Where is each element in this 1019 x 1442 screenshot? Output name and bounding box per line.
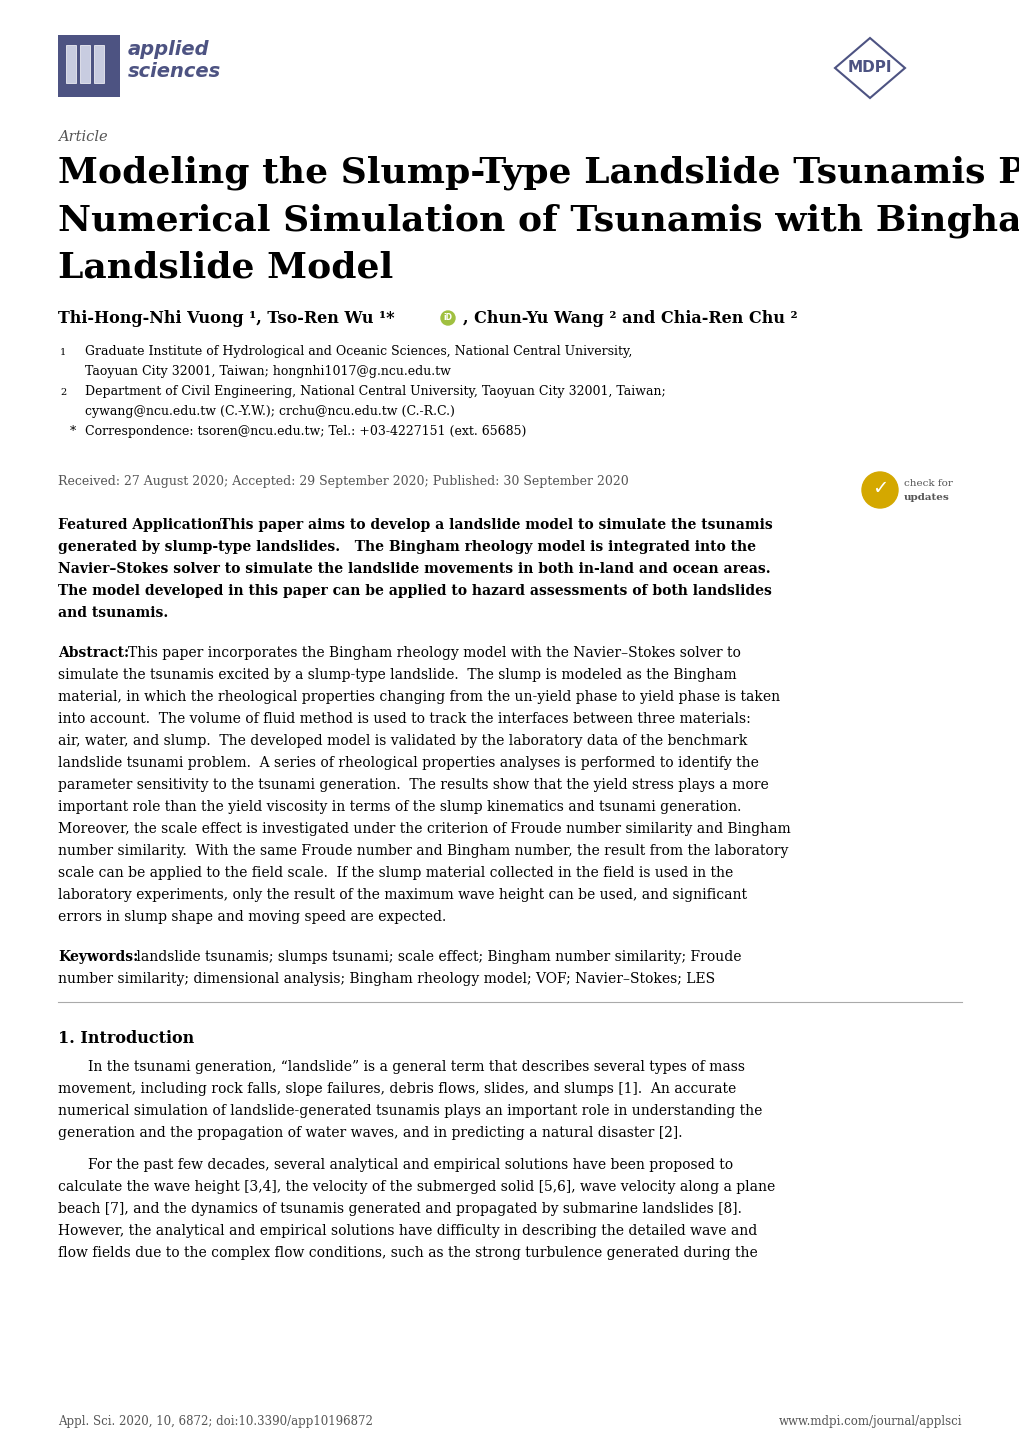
Text: check for: check for	[903, 480, 952, 489]
Text: Featured Application:: Featured Application:	[58, 518, 226, 532]
Text: Moreover, the scale effect is investigated under the criterion of Froude number : Moreover, the scale effect is investigat…	[58, 822, 790, 836]
Text: The model developed in this paper can be applied to hazard assessments of both l: The model developed in this paper can be…	[58, 584, 771, 598]
Text: Appl. Sci. 2020, 10, 6872; doi:10.3390/app10196872: Appl. Sci. 2020, 10, 6872; doi:10.3390/a…	[58, 1415, 373, 1428]
Text: cywang@ncu.edu.tw (C.-Y.W.); crchu@ncu.edu.tw (C.-R.C.): cywang@ncu.edu.tw (C.-Y.W.); crchu@ncu.e…	[85, 405, 454, 418]
Text: simulate the tsunamis excited by a slump-type landslide.  The slump is modeled a: simulate the tsunamis excited by a slump…	[58, 668, 736, 682]
Text: landslide tsunamis; slumps tsunami; scale effect; Bingham number similarity; Fro: landslide tsunamis; slumps tsunami; scal…	[131, 950, 741, 965]
Text: numerical simulation of landslide-generated tsunamis plays an important role in : numerical simulation of landslide-genera…	[58, 1105, 761, 1118]
Text: iD: iD	[443, 313, 452, 323]
Circle shape	[861, 472, 897, 508]
Text: *: *	[70, 425, 76, 438]
Text: errors in slump shape and moving speed are expected.: errors in slump shape and moving speed a…	[58, 910, 446, 924]
FancyBboxPatch shape	[66, 45, 76, 84]
Text: flow fields due to the complex flow conditions, such as the strong turbulence ge: flow fields due to the complex flow cond…	[58, 1246, 757, 1260]
Text: important role than the yield viscosity in terms of the slump kinematics and tsu: important role than the yield viscosity …	[58, 800, 741, 813]
Text: For the past few decades, several analytical and empirical solutions have been p: For the past few decades, several analyt…	[88, 1158, 733, 1172]
Text: generation and the propagation of water waves, and in predicting a natural disas: generation and the propagation of water …	[58, 1126, 682, 1141]
Text: beach [7], and the dynamics of tsunamis generated and propagated by submarine la: beach [7], and the dynamics of tsunamis …	[58, 1203, 741, 1216]
Text: Department of Civil Engineering, National Central University, Taoyuan City 32001: Department of Civil Engineering, Nationa…	[85, 385, 665, 398]
Text: number similarity; dimensional analysis; Bingham rheology model; VOF; Navier–Sto: number similarity; dimensional analysis;…	[58, 972, 714, 986]
Text: parameter sensitivity to the tsunami generation.  The results show that the yiel: parameter sensitivity to the tsunami gen…	[58, 779, 768, 792]
Text: 2: 2	[60, 388, 66, 397]
Text: laboratory experiments, only the result of the maximum wave height can be used, : laboratory experiments, only the result …	[58, 888, 746, 903]
Text: generated by slump-type landslides.   The Bingham rheology model is integrated i: generated by slump-type landslides. The …	[58, 539, 755, 554]
Text: calculate the wave height [3,4], the velocity of the submerged solid [5,6], wave: calculate the wave height [3,4], the vel…	[58, 1180, 774, 1194]
FancyBboxPatch shape	[94, 45, 104, 84]
Text: Navier–Stokes solver to simulate the landslide movements in both in-land and oce: Navier–Stokes solver to simulate the lan…	[58, 562, 770, 575]
FancyBboxPatch shape	[58, 35, 120, 97]
Text: Abstract:: Abstract:	[58, 646, 129, 660]
Text: updates: updates	[903, 493, 949, 502]
Text: landslide tsunami problem.  A series of rheological properties analyses is perfo: landslide tsunami problem. A series of r…	[58, 756, 758, 770]
Text: Received: 27 August 2020; Accepted: 29 September 2020; Published: 30 September 2: Received: 27 August 2020; Accepted: 29 S…	[58, 474, 628, 487]
Text: This paper incorporates the Bingham rheology model with the Navier–Stokes solver: This paper incorporates the Bingham rheo…	[127, 646, 740, 660]
Text: applied
sciences: applied sciences	[127, 40, 221, 81]
Circle shape	[440, 311, 454, 324]
Text: Keywords:: Keywords:	[58, 950, 139, 965]
Text: and tsunamis.: and tsunamis.	[58, 606, 168, 620]
FancyBboxPatch shape	[79, 45, 90, 84]
Text: Numerical Simulation of Tsunamis with Bingham: Numerical Simulation of Tsunamis with Bi…	[58, 203, 1019, 238]
Text: , Chun-Yu Wang ² and Chia-Ren Chu ²: , Chun-Yu Wang ² and Chia-Ren Chu ²	[463, 310, 797, 327]
Text: Taoyuan City 32001, Taiwan; hongnhi1017@g.ncu.edu.tw: Taoyuan City 32001, Taiwan; hongnhi1017@…	[85, 365, 450, 378]
Text: 1: 1	[60, 348, 66, 358]
Text: Article: Article	[58, 130, 108, 144]
Text: 1. Introduction: 1. Introduction	[58, 1030, 194, 1047]
Text: scale can be applied to the field scale.  If the slump material collected in the: scale can be applied to the field scale.…	[58, 867, 733, 880]
Text: Modeling the Slump-Type Landslide Tsunamis Part II:: Modeling the Slump-Type Landslide Tsunam…	[58, 154, 1019, 189]
Text: ✓: ✓	[871, 480, 888, 499]
Text: air, water, and slump.  The developed model is validated by the laboratory data : air, water, and slump. The developed mod…	[58, 734, 747, 748]
Text: into account.  The volume of fluid method is used to track the interfaces betwee: into account. The volume of fluid method…	[58, 712, 750, 725]
Text: movement, including rock falls, slope failures, debris flows, slides, and slumps: movement, including rock falls, slope fa…	[58, 1082, 736, 1096]
Text: MDPI: MDPI	[847, 61, 892, 75]
Text: Landslide Model: Landslide Model	[58, 251, 393, 286]
Text: material, in which the rheological properties changing from the un-yield phase t: material, in which the rheological prope…	[58, 691, 780, 704]
Text: This paper aims to develop a landslide model to simulate the tsunamis: This paper aims to develop a landslide m…	[220, 518, 772, 532]
Text: In the tsunami generation, “landslide” is a general term that describes several : In the tsunami generation, “landslide” i…	[88, 1060, 744, 1074]
Text: www.mdpi.com/journal/applsci: www.mdpi.com/journal/applsci	[777, 1415, 961, 1428]
Text: Thi-Hong-Nhi Vuong ¹, Tso-Ren Wu ¹*: Thi-Hong-Nhi Vuong ¹, Tso-Ren Wu ¹*	[58, 310, 394, 327]
Text: However, the analytical and empirical solutions have difficulty in describing th: However, the analytical and empirical so…	[58, 1224, 756, 1239]
Text: number similarity.  With the same Froude number and Bingham number, the result f: number similarity. With the same Froude …	[58, 844, 788, 858]
Text: Correspondence: tsoren@ncu.edu.tw; Tel.: +03-4227151 (ext. 65685): Correspondence: tsoren@ncu.edu.tw; Tel.:…	[85, 425, 526, 438]
Text: Graduate Institute of Hydrological and Oceanic Sciences, National Central Univer: Graduate Institute of Hydrological and O…	[85, 345, 632, 358]
